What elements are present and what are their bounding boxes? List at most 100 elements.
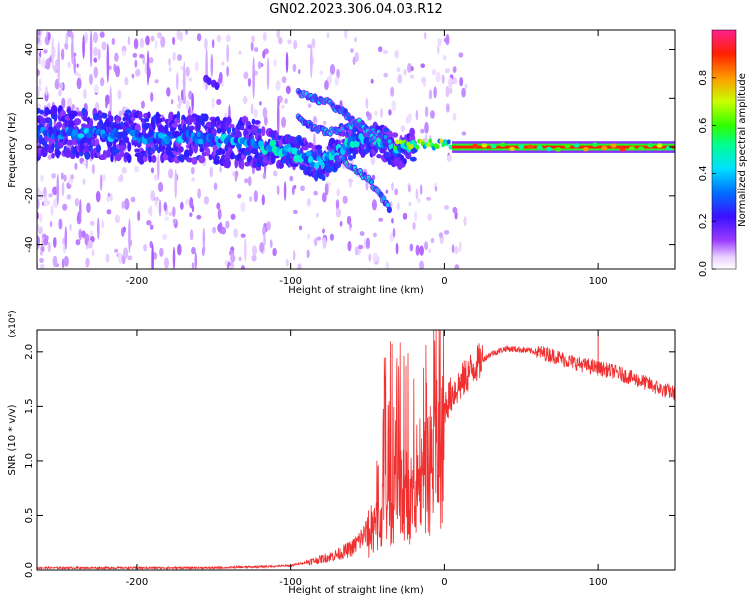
spectrogram-noise-cell (39, 61, 44, 66)
steady-tone-spot (628, 146, 635, 151)
spectrogram-band-cell (224, 158, 231, 169)
spectrogram-noise-cell (66, 30, 72, 38)
colorbar-ticks: 0.0 0.2 0.4 0.6 0.8 (698, 70, 716, 277)
spectrogram-noise-cell (437, 37, 442, 47)
spectrogram-noise-cell (177, 243, 182, 256)
spectrogram-noise-cell (63, 174, 67, 182)
spectrogram-noise-cell (452, 206, 458, 214)
spectrogram-noise-cell (349, 223, 352, 228)
spectrogram-noise-cell (191, 176, 196, 182)
spectrogram-noise-cell (185, 198, 190, 206)
spectrogram-noise-cell (436, 45, 440, 55)
spectrogram-band-cell (56, 121, 63, 129)
spectrogram-transition-cell (395, 139, 400, 145)
spectrogram-noise-cell (458, 52, 464, 58)
spectrogram-streak (182, 61, 186, 103)
spectrogram-noise-cell (143, 244, 148, 252)
spectrogram-band-cell (127, 141, 132, 152)
spectrogram-noise-cell (88, 73, 93, 86)
spectrogram-noise-cell (86, 202, 91, 214)
spectrogram-noise-cell (39, 263, 45, 269)
spectrogram-noise-cell (156, 32, 162, 39)
spectrogram-noise-cell (461, 131, 467, 136)
spectrogram-band-cell (99, 153, 107, 161)
spectrogram-band-cell (376, 154, 382, 159)
steady-tone-line (452, 145, 675, 149)
spectrogram-noise-cell (209, 166, 213, 178)
spectrogram-noise-cell (377, 46, 383, 53)
spectrogram-noise-cell (374, 256, 380, 262)
spectrogram-trace-cell (363, 136, 371, 145)
spectrogram-noise-cell (37, 235, 41, 246)
spectrogram-band-cell (244, 134, 250, 140)
spectrogram-noise-cell (85, 157, 88, 169)
spectrogram-band-cell (108, 115, 114, 123)
spectrogram-noise-cell (420, 128, 425, 134)
spectrogram-noise-cell (240, 265, 245, 269)
spectrogram-noise-cell (41, 57, 46, 69)
spectrogram-noise-cell (117, 89, 122, 100)
spectrogram-band-cell (205, 147, 211, 157)
spectrogram-noise-cell (224, 112, 228, 119)
spectrogram-band-cell (391, 132, 399, 138)
spectrogram-noise-cell (58, 218, 63, 230)
spectrogram-noise-cell (82, 161, 87, 166)
spectrogram-band-cell (156, 113, 161, 118)
spectrogram-noise-cell (230, 253, 236, 263)
spectrogram-noise-cell (322, 120, 327, 126)
spectrogram-noise-cell (300, 185, 305, 192)
spectrogram-noise-cell (216, 98, 222, 106)
spectrogram-secondary-branch (372, 135, 377, 141)
steady-tone-spot (555, 147, 562, 152)
spectrogram-band-cell (43, 149, 48, 154)
spectrogram-noise-cell (217, 223, 222, 233)
steady-tone-spot (582, 146, 589, 152)
spectrogram-noise-cell (263, 234, 266, 247)
spectrogram-noise-cell (85, 257, 90, 268)
spectrogram-y-axis-label: Frequency (Hz) (7, 112, 18, 188)
spectrogram-noise-cell (93, 46, 98, 57)
spectrogram-noise-cell (232, 171, 235, 177)
spectrogram-band-cell (37, 143, 42, 154)
spectrogram-lower-branch (387, 207, 392, 213)
spectrogram-noise-cell (454, 264, 460, 269)
spectrogram-noise-cell (365, 98, 369, 109)
spectrogram-noise-cell (37, 36, 41, 44)
spectrogram-noise-cell (297, 69, 301, 75)
spectrogram-noise-cell (216, 202, 221, 210)
spectrogram-noise-cell (131, 73, 135, 79)
spectrogram-noise-cell (443, 229, 450, 235)
spectrogram-noise-cell (111, 37, 116, 46)
steady-tone-spot (564, 143, 571, 149)
spectrogram-noise-cell (415, 109, 419, 121)
spectrogram-noise-cell (247, 176, 252, 187)
spectrogram-band-cell (64, 148, 72, 159)
spectrogram-noise-cell (452, 66, 457, 73)
spectrogram-noise-cell (160, 36, 166, 48)
spectrogram-noise-cell (390, 86, 395, 97)
spectrogram-noise-cell (354, 246, 359, 256)
spectrogram-band-cell (84, 109, 88, 118)
spectrogram-noise-cell (348, 178, 354, 184)
spectrogram-noise-cell (409, 243, 414, 252)
spectrogram-band-cell (202, 113, 209, 122)
spectrogram-noise-cell (238, 256, 242, 262)
spectrogram-noise-cell (154, 196, 158, 207)
spectrogram-noise-cell (37, 90, 40, 98)
spectrogram-transition-cell (400, 143, 405, 149)
spectrogram-noise-cell (324, 80, 329, 91)
spectrogram-image (37, 30, 675, 269)
spectrogram-band-cell (261, 126, 266, 137)
spectrogram-noise-cell (139, 38, 145, 49)
spectrogram-noise-cell (262, 226, 266, 237)
spectrogram-noise-cell (172, 51, 176, 61)
spectrogram-noise-cell (121, 201, 126, 210)
spectrogram-isolated-feature (214, 82, 220, 91)
x-tick-label: 0 (441, 276, 447, 287)
spectrogram-noise-cell (292, 209, 298, 215)
spectrogram-trace-cell (309, 161, 316, 168)
spectrogram-streak (89, 30, 93, 68)
spectrogram-band-cell (51, 105, 58, 116)
spectrogram-transition-cell (448, 144, 453, 150)
snr-plot-area (37, 330, 675, 570)
